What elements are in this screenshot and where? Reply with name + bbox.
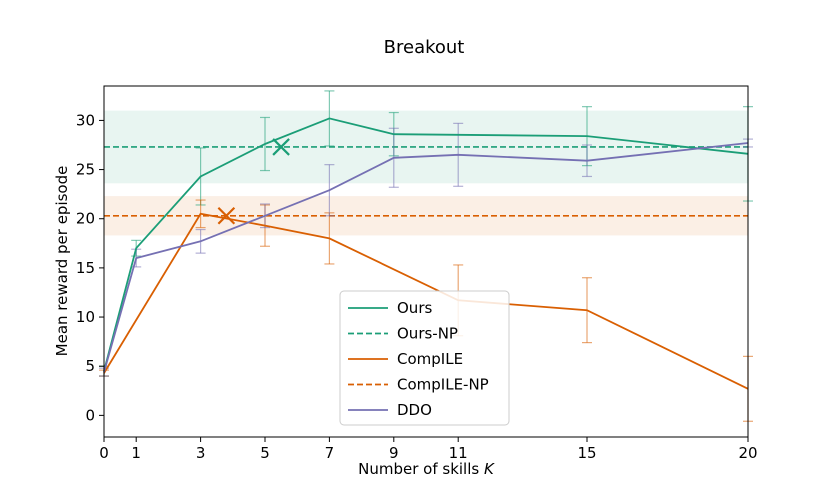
series-lines bbox=[103, 117, 749, 390]
y-axis-ticks: 0 5 10 15 20 25 30 bbox=[76, 111, 104, 424]
plot-area-frame bbox=[103, 85, 749, 438]
x-tick-label: 0 bbox=[99, 444, 109, 462]
x-axis-label: Number of skills K bbox=[358, 460, 495, 478]
x-tick-label: 3 bbox=[196, 444, 206, 462]
np-reference-lines bbox=[104, 146, 748, 217]
legend-box bbox=[339, 290, 510, 426]
y-tick-label: 5 bbox=[85, 357, 95, 375]
ours-np-marker bbox=[272, 138, 290, 156]
x-tick-label: 15 bbox=[577, 444, 596, 462]
x-tick-label: 7 bbox=[325, 444, 335, 462]
x-tick-label: 9 bbox=[389, 444, 399, 462]
legend: Ours Ours-NP CompILE CompILE-NP DDO bbox=[339, 290, 510, 426]
legend-label-compile: CompILE bbox=[397, 350, 463, 368]
x-tick-label: 11 bbox=[449, 444, 468, 462]
x-tick-label: 20 bbox=[738, 444, 757, 462]
legend-label-ddo: DDO bbox=[397, 401, 432, 419]
compile-line bbox=[103, 212, 749, 390]
legend-label-ours: Ours bbox=[397, 299, 432, 317]
y-tick-label: 10 bbox=[76, 308, 95, 326]
compile-np-marker bbox=[217, 207, 236, 225]
ours-line bbox=[103, 117, 749, 372]
y-axis-label: Mean reward per episode bbox=[53, 166, 71, 357]
legend-label-ours-np: Ours-NP bbox=[397, 325, 458, 343]
x-tick-label: 1 bbox=[131, 444, 141, 462]
x-axis-ticks: 0 1 3 5 7 9 11 15 20 bbox=[99, 437, 758, 462]
y-tick-label: 20 bbox=[76, 210, 95, 228]
y-tick-label: 30 bbox=[76, 111, 95, 129]
x-tick-label: 5 bbox=[260, 444, 270, 462]
ddo-line bbox=[103, 142, 749, 373]
y-tick-label: 25 bbox=[76, 161, 95, 179]
np-markers bbox=[217, 138, 290, 225]
chart-title: Breakout bbox=[384, 37, 465, 58]
y-tick-label: 15 bbox=[76, 259, 95, 277]
y-tick-label: 0 bbox=[85, 406, 95, 424]
legend-label-compile-np: CompILE-NP bbox=[397, 376, 489, 394]
